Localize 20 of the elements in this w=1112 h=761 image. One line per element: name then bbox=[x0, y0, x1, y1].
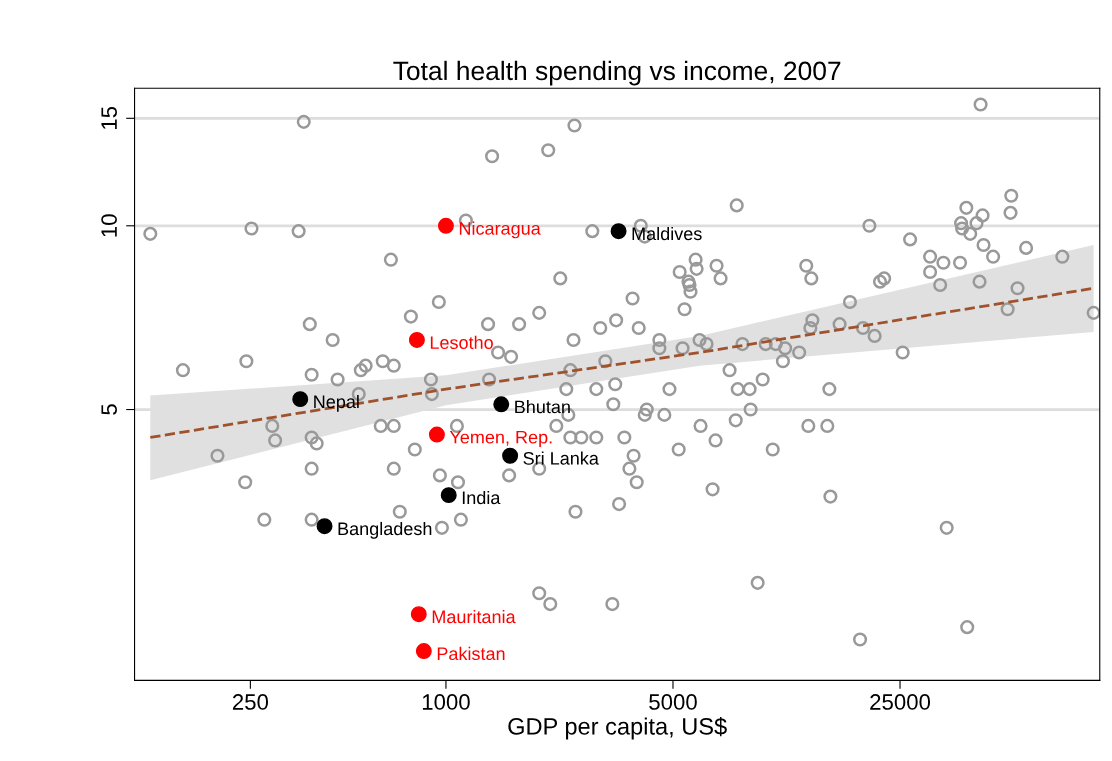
x-axis-title: GDP per capita, US$ bbox=[508, 717, 727, 740]
data-label: Maldives bbox=[632, 226, 702, 241]
data-label: Bangladesh bbox=[338, 521, 432, 539]
y-tick-label: 5 bbox=[101, 404, 117, 415]
data-label: Pakistan bbox=[437, 646, 505, 661]
data-label: Mauritania bbox=[432, 609, 516, 624]
x-tick-label: 1000 bbox=[422, 694, 470, 710]
y-tick-label: 10 bbox=[101, 214, 117, 237]
data-label: Lesotho bbox=[430, 335, 493, 349]
data-label: Nicaragua bbox=[459, 221, 541, 239]
data-label: India bbox=[462, 490, 501, 505]
y-tick-label: 15 bbox=[101, 106, 117, 129]
x-tick-label: 250 bbox=[232, 694, 269, 710]
data-label: Bhutan bbox=[515, 400, 570, 414]
x-tick-label: 25000 bbox=[870, 694, 931, 710]
data-label: Nepal bbox=[314, 394, 359, 412]
x-tick-label: 5000 bbox=[649, 694, 697, 710]
data-label: Sri Lanka bbox=[523, 451, 599, 465]
data-label: Yemen, Rep. bbox=[449, 430, 552, 448]
chart-title: Total health spending vs income, 2007 bbox=[393, 60, 841, 86]
